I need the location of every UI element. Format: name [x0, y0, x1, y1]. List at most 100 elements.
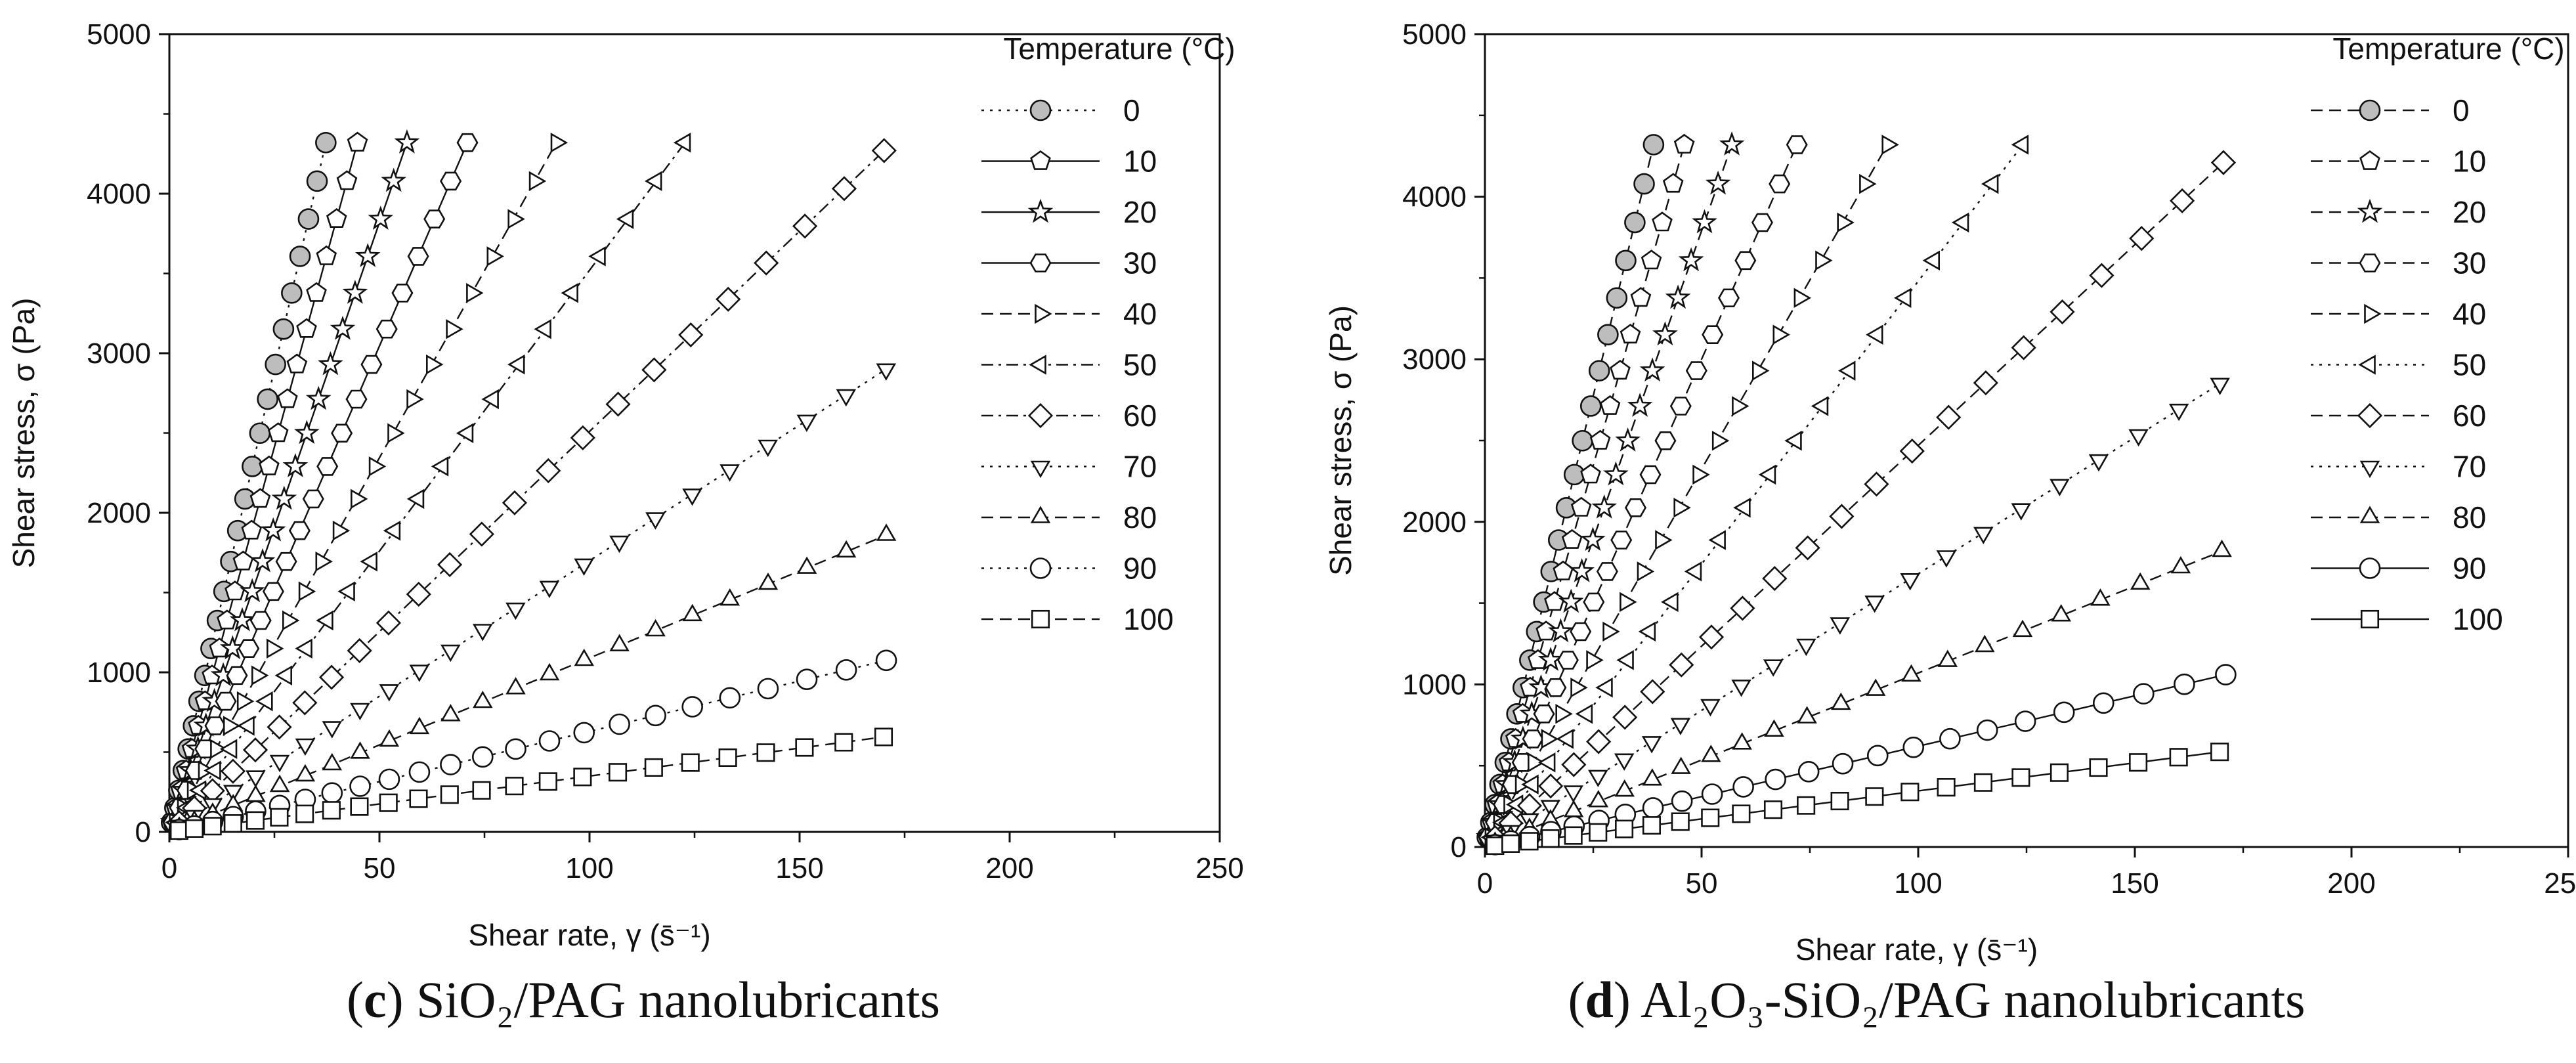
- data-point-90: [2014, 710, 2036, 732]
- data-point-30: [249, 611, 272, 630]
- data-point-60: [1586, 729, 1612, 754]
- data-point-60: [1561, 752, 1587, 777]
- data-point-70: [2011, 503, 2032, 521]
- data-point-70: [1936, 550, 1957, 568]
- series-line-40: [1484, 144, 1889, 848]
- data-point-90: [719, 687, 741, 709]
- data-point-20: [1652, 321, 1678, 346]
- legend-label-100: 100: [2453, 602, 2503, 636]
- data-point-100: [350, 797, 369, 816]
- data-point-80: [2170, 555, 2191, 574]
- data-point-30: [391, 283, 414, 303]
- data-point-20: [1569, 558, 1595, 582]
- data-point-90: [1765, 768, 1786, 791]
- data-point-40: [1859, 173, 1877, 194]
- legend-label-50: 50: [1123, 348, 1157, 382]
- data-point-50: [1661, 592, 1679, 613]
- data-point-30: [1786, 135, 1808, 154]
- data-point-20: [394, 129, 420, 154]
- data-point-30: [1583, 592, 1605, 612]
- data-point-60: [2089, 263, 2114, 288]
- data-point-50: [644, 171, 662, 192]
- data-point-40: [1673, 498, 1691, 518]
- data-point-80: [1642, 768, 1662, 786]
- x-tick-label: 200: [2327, 867, 2375, 900]
- legend: Temperature (°C) 0 10 20 30 40 50 60 70 80 90 100: [2311, 32, 2565, 636]
- series-60: [1482, 150, 2237, 850]
- data-point-0: [297, 208, 320, 230]
- data-point-60: [437, 552, 463, 578]
- data-point-70: [409, 664, 430, 682]
- data-point-40: [236, 691, 255, 712]
- data-point-40: [550, 132, 569, 153]
- data-point-90: [796, 668, 818, 691]
- data-point-90: [505, 738, 526, 760]
- data-point-40: [350, 488, 368, 510]
- data-point-50: [507, 354, 525, 375]
- data-point-50: [1951, 212, 1969, 233]
- data-point-70: [609, 535, 630, 553]
- legend-marker-50: [1029, 355, 1046, 375]
- legend-label-30: 30: [1123, 246, 1157, 280]
- data-point-100: [1564, 826, 1583, 845]
- data-point-90: [875, 649, 897, 672]
- data-point-70: [796, 414, 817, 432]
- data-point-10: [232, 550, 254, 571]
- data-point-10: [259, 455, 280, 475]
- data-point-20: [1558, 588, 1584, 613]
- data-point-40: [1541, 729, 1558, 749]
- x-tick-label: 50: [1686, 867, 1718, 900]
- data-point-30: [275, 552, 297, 571]
- data-point-50: [295, 638, 312, 659]
- data-point-40: [425, 354, 444, 375]
- data-point-60: [1864, 471, 1889, 497]
- data-point-10: [286, 353, 308, 374]
- data-point-30: [1669, 397, 1692, 416]
- data-point-20: [381, 167, 407, 192]
- data-point-10: [1561, 529, 1583, 549]
- data-point-50: [1575, 704, 1593, 724]
- data-point-70: [1670, 718, 1691, 735]
- data-point-50: [360, 551, 377, 572]
- data-point-30: [288, 521, 311, 540]
- data-point-0: [281, 282, 303, 304]
- legend-title: Temperature (°C): [2332, 32, 2564, 66]
- data-point-20: [260, 517, 286, 542]
- data-point-100: [379, 793, 398, 812]
- data-point-70: [574, 558, 594, 576]
- data-point-90: [573, 722, 595, 744]
- y-tick-label: 2000: [87, 497, 151, 529]
- data-point-100: [1763, 800, 1783, 819]
- data-point-70: [1641, 736, 1662, 754]
- data-point-50: [1784, 431, 1802, 451]
- data-point-0: [265, 353, 286, 376]
- y-tick-label: 0: [1451, 831, 1467, 863]
- data-point-30: [1654, 431, 1677, 450]
- data-point-70: [2088, 454, 2109, 472]
- data-point-50: [1838, 360, 1856, 381]
- data-point-40: [251, 665, 269, 686]
- data-point-0: [1642, 134, 1665, 156]
- data-point-50: [1638, 621, 1656, 642]
- data-point-80: [505, 677, 526, 695]
- caption-d-letter: d: [1585, 971, 1614, 1028]
- data-point-60: [754, 250, 779, 276]
- data-point-30: [1624, 498, 1647, 517]
- data-point-60: [347, 638, 372, 664]
- data-point-40: [1620, 592, 1637, 613]
- data-point-10: [1662, 173, 1684, 193]
- legend-label-60: 60: [2453, 399, 2486, 433]
- data-point-60: [1612, 705, 1638, 730]
- data-point-100: [1501, 834, 1520, 853]
- data-point-30: [1685, 361, 1707, 380]
- data-point-70: [758, 439, 778, 458]
- data-point-40: [507, 209, 525, 229]
- data-point-80: [1831, 692, 1851, 710]
- data-point-70: [645, 512, 666, 530]
- y-tick-label: 3000: [87, 337, 151, 370]
- data-point-100: [1865, 787, 1884, 806]
- data-point-40: [406, 389, 424, 410]
- legend-label-60: 60: [1123, 399, 1157, 433]
- data-point-70: [379, 684, 400, 702]
